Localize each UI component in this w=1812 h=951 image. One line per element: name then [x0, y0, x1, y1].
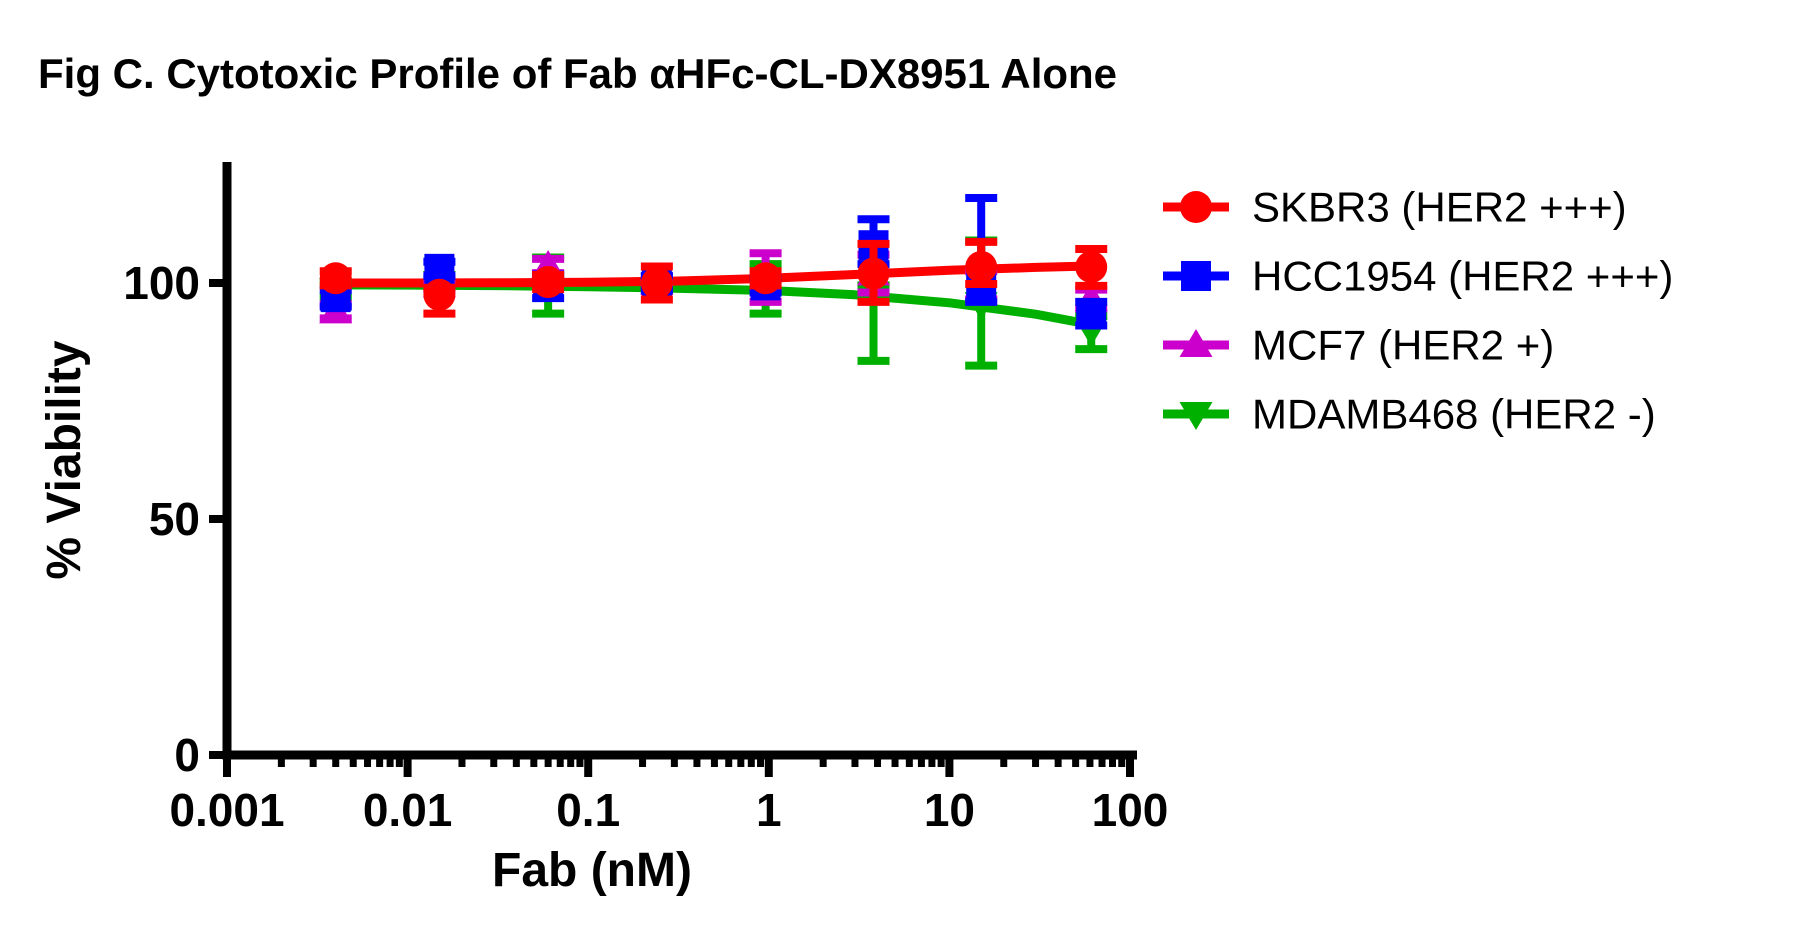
legend-item-mcf7: MCF7 (HER2 +)	[1163, 322, 1554, 369]
legend-item-skbr3: SKBR3 (HER2 +++)	[1163, 184, 1627, 231]
y-tick-label: 100	[123, 257, 200, 309]
marker-skbr3	[640, 267, 673, 299]
marker-skbr3	[1180, 191, 1212, 223]
x-tick-label: 1	[756, 784, 782, 836]
legend-label-skbr3: SKBR3 (HER2 +++)	[1252, 184, 1627, 231]
marker-hcc1954	[1181, 261, 1211, 291]
y-axis-label: % Viability	[38, 340, 91, 580]
figure-title: Fig C. Cytotoxic Profile of Fab αHFc-CL-…	[38, 50, 1117, 97]
legend-item-hcc1954: HCC1954 (HER2 +++)	[1163, 253, 1673, 300]
marker-skbr3	[965, 250, 998, 283]
data-points	[319, 194, 1108, 370]
marker-mdamb468	[1179, 402, 1213, 430]
series-skbr3	[319, 237, 1108, 318]
legend-label-mcf7: MCF7 (HER2 +)	[1252, 322, 1554, 369]
x-tick-label: 10	[924, 784, 975, 836]
marker-hcc1954	[1076, 298, 1107, 329]
marker-skbr3	[857, 257, 890, 290]
marker-mcf7	[1179, 329, 1213, 357]
y-tick-label: 0	[174, 729, 200, 781]
x-tick-label: 0.01	[363, 784, 453, 836]
x-tick-label: 100	[1092, 784, 1169, 836]
x-tick-label: 0.001	[169, 784, 284, 836]
marker-skbr3	[532, 266, 565, 299]
axes: 0 50 100 0.001 0.01 0.1 1 10 100	[123, 162, 1168, 836]
marker-skbr3	[749, 262, 782, 295]
marker-skbr3	[1075, 250, 1108, 283]
legend-label-hcc1954: HCC1954 (HER2 +++)	[1252, 253, 1673, 300]
legend-label-mdamb468: MDAMB468 (HER2 -)	[1252, 391, 1656, 438]
y-tick-label: 50	[149, 493, 200, 545]
legend: SKBR3 (HER2 +++) HCC1954 (HER2 +++) MCF7 (…	[1163, 184, 1673, 438]
marker-skbr3	[423, 278, 456, 311]
legend-item-mdamb468: MDAMB468 (HER2 -)	[1163, 391, 1656, 438]
marker-skbr3	[319, 262, 352, 295]
x-axis-label: Fab (nM)	[492, 844, 692, 897]
x-tick-label: 0.1	[556, 784, 620, 836]
